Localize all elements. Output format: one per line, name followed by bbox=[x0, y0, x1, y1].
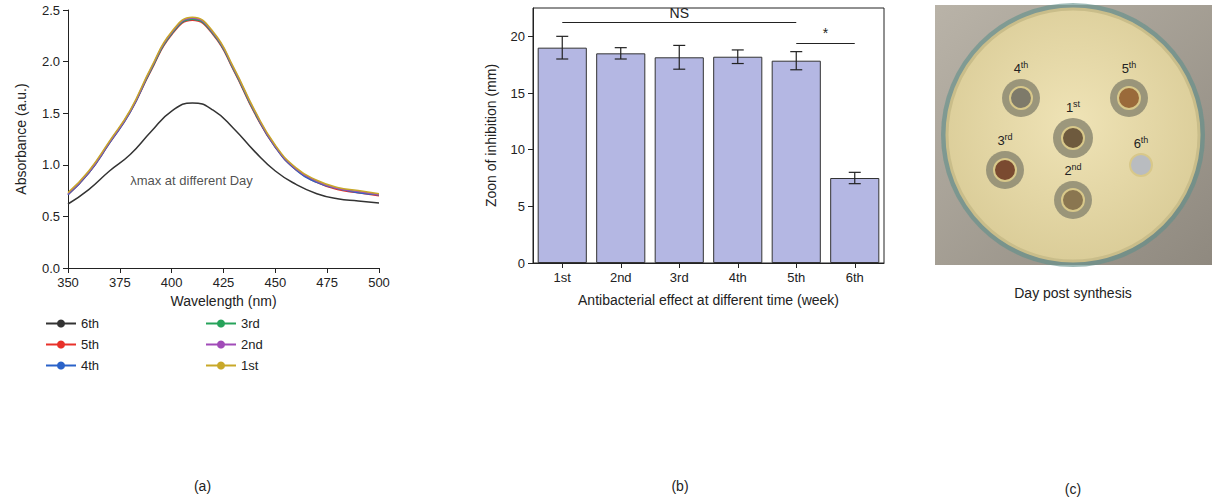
svg-text:2nd: 2nd bbox=[241, 337, 263, 352]
svg-text:3rd: 3rd bbox=[241, 316, 260, 331]
svg-text:0.5: 0.5 bbox=[42, 209, 60, 224]
svg-text:20: 20 bbox=[511, 29, 525, 44]
svg-text:(b): (b) bbox=[671, 478, 688, 494]
svg-text:425: 425 bbox=[213, 275, 235, 290]
svg-text:1st: 1st bbox=[241, 358, 259, 373]
svg-text:1.0: 1.0 bbox=[42, 157, 60, 172]
svg-text:4th: 4th bbox=[729, 270, 747, 285]
svg-text:λmax at different Day: λmax at different Day bbox=[130, 173, 253, 188]
svg-text:2.0: 2.0 bbox=[42, 54, 60, 69]
svg-text:Day post synthesis: Day post synthesis bbox=[1014, 285, 1132, 301]
svg-text:5th: 5th bbox=[81, 337, 99, 352]
svg-text:Antibacterial effect at differ: Antibacterial effect at different time (… bbox=[578, 292, 839, 308]
svg-text:0.0: 0.0 bbox=[42, 261, 60, 276]
svg-text:475: 475 bbox=[316, 275, 338, 290]
svg-text:1.5: 1.5 bbox=[42, 106, 60, 121]
svg-text:1st: 1st bbox=[1066, 99, 1081, 115]
svg-text:(c): (c) bbox=[1065, 481, 1081, 497]
svg-text:5th: 5th bbox=[1122, 60, 1137, 76]
svg-text:(a): (a) bbox=[194, 478, 211, 494]
svg-text:400: 400 bbox=[161, 275, 183, 290]
svg-text:6th: 6th bbox=[81, 316, 99, 331]
svg-text:450: 450 bbox=[264, 275, 286, 290]
svg-text:5: 5 bbox=[518, 199, 525, 214]
svg-text:Absorbance (a.u.): Absorbance (a.u.) bbox=[13, 83, 29, 194]
svg-text:4th: 4th bbox=[81, 358, 99, 373]
svg-text:350: 350 bbox=[57, 275, 79, 290]
svg-text:NS: NS bbox=[670, 5, 689, 21]
svg-text:2.5: 2.5 bbox=[42, 3, 60, 18]
svg-text:*: * bbox=[823, 25, 829, 41]
svg-text:3rd: 3rd bbox=[670, 270, 689, 285]
svg-text:5th: 5th bbox=[787, 270, 805, 285]
svg-text:6th: 6th bbox=[846, 270, 864, 285]
svg-text:375: 375 bbox=[109, 275, 131, 290]
svg-text:6th: 6th bbox=[1134, 135, 1149, 151]
svg-text:1st: 1st bbox=[554, 270, 572, 285]
svg-text:4th: 4th bbox=[1014, 60, 1029, 76]
svg-text:10: 10 bbox=[511, 142, 525, 157]
svg-text:2nd: 2nd bbox=[1064, 162, 1081, 178]
svg-text:15: 15 bbox=[511, 86, 525, 101]
svg-text:0: 0 bbox=[518, 256, 525, 271]
svg-text:3rd: 3rd bbox=[997, 132, 1012, 148]
svg-text:Zoon of inhibition (mm): Zoon of inhibition (mm) bbox=[483, 64, 499, 207]
svg-text:500: 500 bbox=[368, 275, 390, 290]
svg-text:Wavelength (nm): Wavelength (nm) bbox=[170, 293, 276, 309]
svg-text:2nd: 2nd bbox=[610, 270, 632, 285]
